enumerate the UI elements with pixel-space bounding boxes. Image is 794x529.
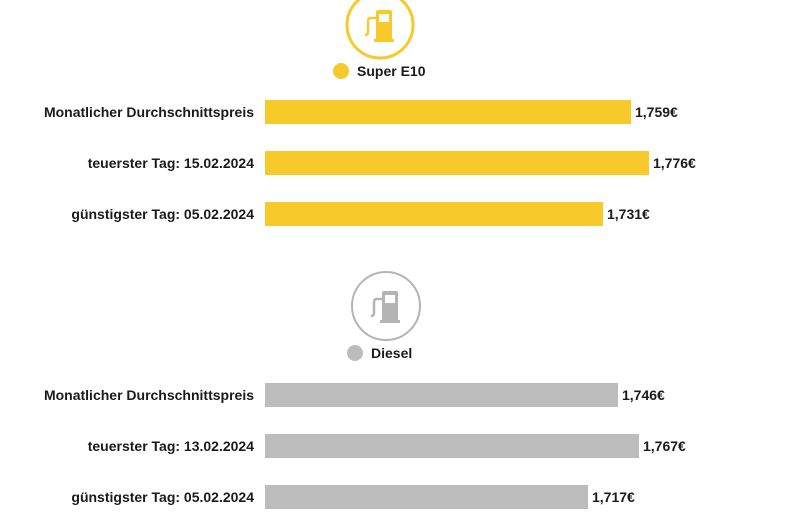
value-label: 1,717€ bbox=[592, 489, 635, 505]
bar-row: günstigster Tag: 05.02.2024 1,717€ bbox=[0, 485, 794, 509]
super-e10-section: Super E10 Monatlicher Durchschnittspreis… bbox=[0, 0, 794, 240]
bar bbox=[265, 202, 603, 226]
diesel-section: Diesel Monatlicher Durchschnittspreis 1,… bbox=[0, 260, 794, 529]
bar-row: teuerster Tag: 15.02.2024 1,776€ bbox=[0, 151, 794, 175]
category-label: Monatlicher Durchschnittspreis bbox=[43, 104, 254, 120]
bar bbox=[265, 100, 631, 124]
fuel-pump-icon bbox=[345, 0, 415, 60]
category-label: teuerster Tag: 13.02.2024 bbox=[87, 438, 254, 454]
legend-dot bbox=[347, 345, 363, 361]
value-label: 1,767€ bbox=[643, 438, 686, 454]
category-label: teuerster Tag: 15.02.2024 bbox=[87, 155, 254, 171]
legend-label: Super E10 bbox=[357, 63, 426, 79]
value-label: 1,731€ bbox=[607, 206, 650, 222]
bar bbox=[265, 485, 588, 509]
value-label: 1,746€ bbox=[622, 387, 665, 403]
bar-row: teuerster Tag: 13.02.2024 1,767€ bbox=[0, 434, 794, 458]
fuel-pump-icon bbox=[351, 271, 421, 341]
legend-super-e10: Super E10 bbox=[333, 63, 425, 79]
bar bbox=[265, 434, 639, 458]
bar bbox=[265, 151, 649, 175]
legend-diesel: Diesel bbox=[347, 345, 412, 361]
bar-row: günstigster Tag: 05.02.2024 1,731€ bbox=[0, 202, 794, 226]
bar-row: Monatlicher Durchschnittspreis 1,746€ bbox=[0, 383, 794, 407]
bar-row: Monatlicher Durchschnittspreis 1,759€ bbox=[0, 100, 794, 124]
value-label: 1,776€ bbox=[653, 155, 696, 171]
legend-label: Diesel bbox=[371, 345, 413, 361]
value-label: 1,759€ bbox=[635, 104, 678, 120]
category-label: Monatlicher Durchschnittspreis bbox=[43, 387, 254, 403]
category-label: günstigster Tag: 05.02.2024 bbox=[71, 489, 254, 505]
legend-dot bbox=[333, 63, 349, 79]
bar bbox=[265, 383, 618, 407]
category-label: günstigster Tag: 05.02.2024 bbox=[71, 206, 254, 222]
